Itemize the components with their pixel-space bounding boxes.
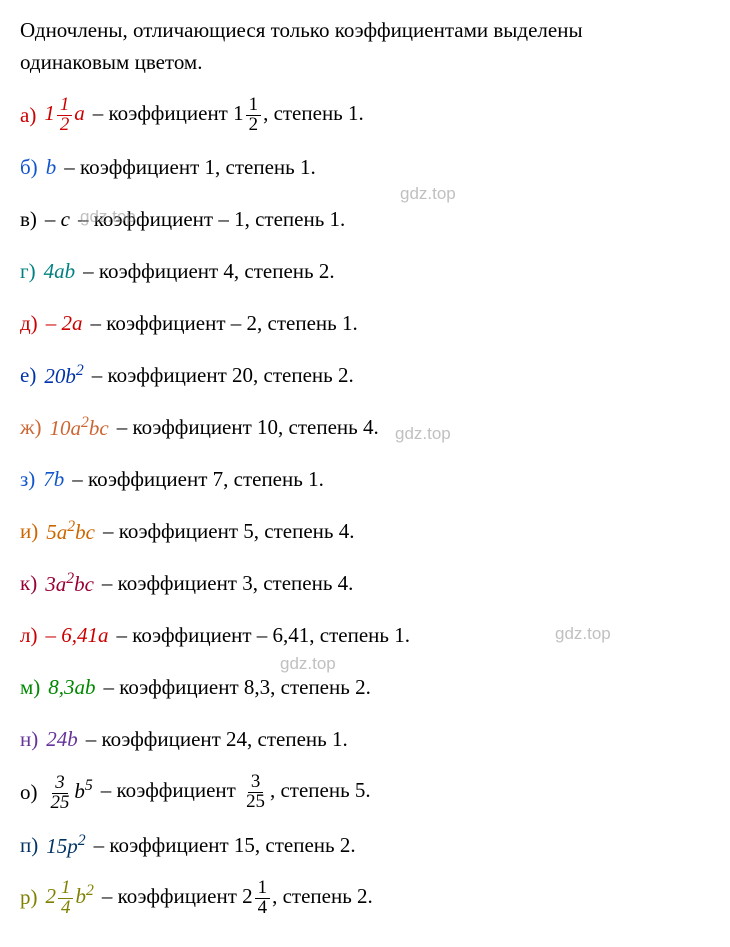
item-letter: е) bbox=[20, 359, 36, 393]
item-letter: ж) bbox=[20, 411, 42, 445]
item-description: – коэффициент 214, степень 2. bbox=[102, 879, 373, 918]
item-expression: 15p2 bbox=[46, 828, 85, 864]
item-row: в) – c – коэффициент – 1, степень 1. bbox=[20, 201, 710, 239]
item-row: м)8,3ab – коэффициент 8,3, степень 2. bbox=[20, 669, 710, 707]
item-row: д)– 2a – коэффициент – 2, степень 1. bbox=[20, 305, 710, 343]
item-row: и)5a2bc – коэффициент 5, степень 4. bbox=[20, 513, 710, 551]
item-row: з)7b – коэффициент 7, степень 1. bbox=[20, 461, 710, 499]
item-expression: 112a bbox=[44, 96, 84, 135]
item-letter: н) bbox=[20, 723, 38, 757]
intro-text: Одночлены, отличающиеся только коэффицие… bbox=[20, 15, 710, 78]
item-letter: и) bbox=[20, 515, 38, 549]
item-letter: б) bbox=[20, 151, 38, 185]
item-expression: – 6,41a bbox=[45, 619, 108, 653]
intro-line-1: Одночлены, отличающиеся только коэффицие… bbox=[20, 15, 710, 47]
item-description: – коэффициент 1, степень 1. bbox=[64, 151, 316, 185]
item-row: п)15p2 – коэффициент 15, степень 2. bbox=[20, 826, 710, 864]
item-description: – коэффициент 5, степень 4. bbox=[103, 515, 355, 549]
item-expression: – 2a bbox=[46, 307, 83, 341]
item-expression: 20b2 bbox=[44, 358, 83, 394]
item-expression: 325b5 bbox=[46, 773, 93, 813]
item-expression: 214b2 bbox=[46, 878, 94, 918]
item-letter: г) bbox=[20, 255, 36, 289]
item-expression: 7b bbox=[43, 463, 64, 497]
item-row: к)3a2bc – коэффициент 3, степень 4. bbox=[20, 565, 710, 603]
item-letter: а) bbox=[20, 99, 36, 133]
item-expression: 24b bbox=[46, 723, 78, 757]
item-description: – коэффициент 20, степень 2. bbox=[92, 359, 354, 393]
item-description: – коэффициент 10, степень 4. bbox=[117, 411, 379, 445]
item-row: б)b – коэффициент 1, степень 1. bbox=[20, 149, 710, 187]
item-letter: м) bbox=[20, 671, 40, 705]
item-letter: о) bbox=[20, 776, 38, 810]
item-letter: п) bbox=[20, 829, 38, 863]
item-description: – коэффициент – 2, степень 1. bbox=[90, 307, 357, 341]
item-row: ж)10a2bc – коэффициент 10, степень 4. bbox=[20, 409, 710, 447]
item-description: – коэффициент 15, степень 2. bbox=[94, 829, 356, 863]
item-row: р)214b2 – коэффициент 214, степень 2. bbox=[20, 878, 710, 918]
item-expression: 3a2bc bbox=[45, 566, 94, 602]
item-row: е)20b2 – коэффициент 20, степень 2. bbox=[20, 357, 710, 395]
item-expression: 10a2bc bbox=[50, 410, 109, 446]
item-description: – коэффициент 325, степень 5. bbox=[101, 773, 371, 812]
item-description: – коэффициент 8,3, степень 2. bbox=[104, 671, 371, 705]
item-description: – коэффициент – 1, степень 1. bbox=[78, 203, 345, 237]
intro-line-2: одинаковым цветом. bbox=[20, 47, 710, 79]
items-list: а)112a – коэффициент 112, степень 1. б)b … bbox=[20, 96, 710, 918]
item-letter: к) bbox=[20, 567, 37, 601]
item-letter: д) bbox=[20, 307, 38, 341]
item-letter: р) bbox=[20, 881, 38, 915]
item-row: а)112a – коэффициент 112, степень 1. bbox=[20, 96, 710, 135]
item-description: – коэффициент 4, степень 2. bbox=[83, 255, 335, 289]
item-expression: – c bbox=[45, 203, 70, 237]
item-expression: 5a2bc bbox=[46, 514, 95, 550]
item-letter: з) bbox=[20, 463, 35, 497]
item-description: – коэффициент 112, степень 1. bbox=[93, 96, 364, 135]
item-row: о)325b5 – коэффициент 325, степень 5. bbox=[20, 773, 710, 813]
item-expression: 4ab bbox=[44, 255, 76, 289]
item-description: – коэффициент 3, степень 4. bbox=[102, 567, 354, 601]
item-letter: в) bbox=[20, 203, 37, 237]
item-description: – коэффициент – 6,41, степень 1. bbox=[116, 619, 410, 653]
item-expression: b bbox=[46, 151, 57, 185]
item-expression: 8,3ab bbox=[48, 671, 95, 705]
item-row: н)24b – коэффициент 24, степень 1. bbox=[20, 721, 710, 759]
item-row: г)4ab – коэффициент 4, степень 2. bbox=[20, 253, 710, 291]
item-letter: л) bbox=[20, 619, 37, 653]
item-row: л)– 6,41a – коэффициент – 6,41, степень … bbox=[20, 617, 710, 655]
item-description: – коэффициент 7, степень 1. bbox=[72, 463, 324, 497]
item-description: – коэффициент 24, степень 1. bbox=[86, 723, 348, 757]
